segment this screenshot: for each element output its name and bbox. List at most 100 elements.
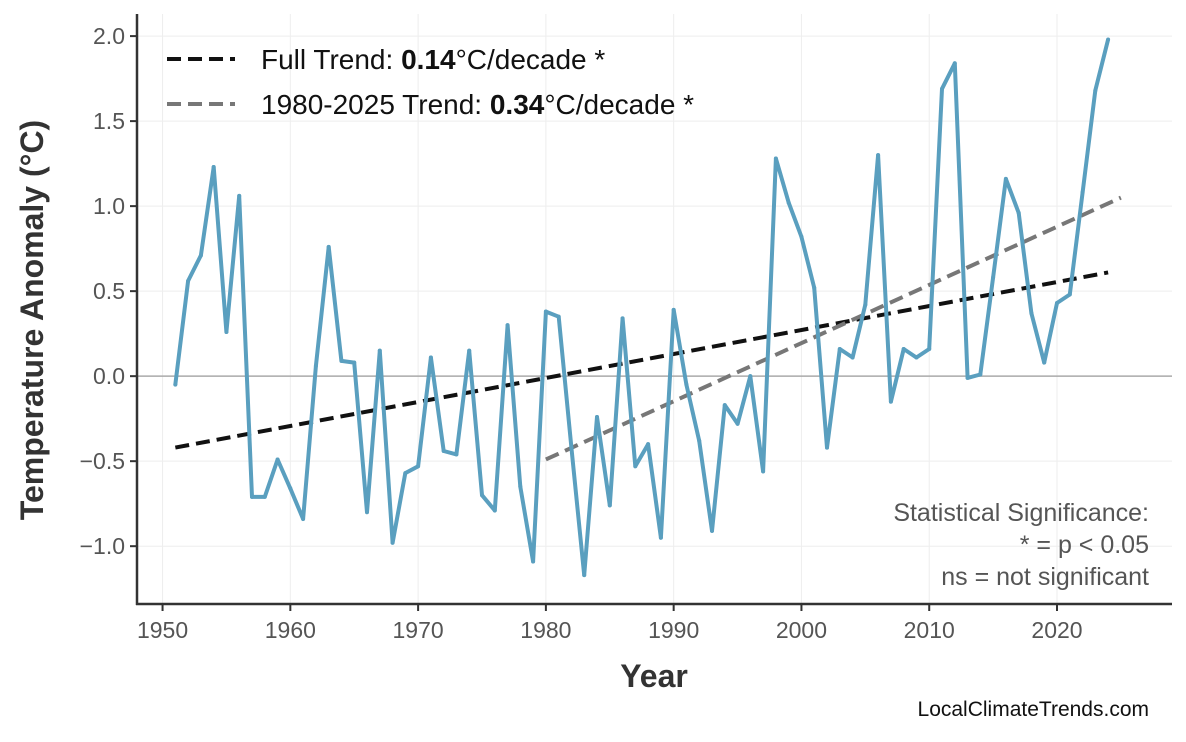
data-point	[518, 484, 523, 489]
data-point	[684, 382, 689, 387]
data-point	[697, 438, 702, 443]
data-point	[275, 457, 280, 462]
x-tick-label: 1980	[520, 617, 571, 643]
data-point	[773, 156, 778, 161]
data-point	[288, 486, 293, 491]
data-point	[173, 382, 178, 387]
recent-trend-line	[545, 195, 1122, 462]
y-tick-label: 1.5	[93, 108, 125, 134]
data-point	[352, 360, 357, 365]
y-tick-label: 0.5	[93, 278, 125, 304]
data-point	[1080, 190, 1085, 195]
data-point	[901, 346, 906, 351]
temperature-anomaly-series	[173, 39, 1111, 578]
data-point	[1055, 301, 1059, 306]
data-point	[837, 346, 842, 351]
data-point	[403, 471, 408, 476]
data-point	[582, 573, 587, 578]
x-axis-label: Year	[620, 658, 688, 694]
data-point	[492, 508, 497, 513]
data-point	[812, 285, 817, 290]
data-point	[888, 399, 893, 404]
data-point	[428, 355, 433, 360]
data-point	[1067, 292, 1072, 297]
significance-note-line: Statistical Significance:	[893, 499, 1149, 527]
y-axis-label: Temperature Anomaly (°C)	[14, 120, 50, 520]
data-point	[991, 275, 996, 280]
data-point	[313, 363, 318, 368]
data-point	[825, 445, 829, 450]
data-point	[1029, 311, 1034, 316]
y-tick-label: −0.5	[80, 448, 125, 474]
data-point	[799, 234, 804, 239]
data-point	[735, 421, 740, 426]
data-point	[927, 346, 932, 351]
data-point	[850, 355, 855, 360]
significance-note-line: * = p < 0.05	[1020, 531, 1149, 559]
full-trend-line	[174, 270, 1109, 450]
data-point	[710, 528, 714, 533]
data-point	[1106, 37, 1111, 42]
data-point	[633, 464, 638, 469]
data-point	[390, 540, 395, 545]
data-point	[1016, 210, 1021, 215]
significance-note-line: ns = not significant	[941, 563, 1149, 591]
data-point	[237, 193, 242, 198]
data-point	[940, 86, 944, 91]
data-point	[224, 329, 229, 334]
y-tick-label: 2.0	[93, 23, 125, 49]
data-point	[262, 494, 267, 499]
data-point	[914, 355, 919, 360]
data-point	[505, 323, 510, 328]
data-point	[301, 516, 306, 521]
data-point	[876, 153, 881, 158]
data-point	[198, 253, 203, 258]
x-tick-label: 1970	[393, 617, 444, 643]
data-point	[211, 165, 216, 170]
data-point	[326, 244, 331, 249]
data-point	[531, 559, 536, 564]
y-tick-label: −1.0	[80, 533, 125, 559]
data-point	[339, 358, 344, 363]
legend-recent-trend-label: 1980-2025 Trend: 0.34°C/decade *	[261, 89, 694, 120]
data-point	[620, 316, 625, 321]
data-point	[1003, 176, 1008, 181]
y-tick-label: 1.0	[93, 193, 125, 219]
data-point	[761, 469, 766, 474]
significance-note: Statistical Significance: * = p < 0.05 n…	[893, 499, 1149, 591]
data-point	[863, 302, 868, 307]
data-point	[748, 374, 753, 379]
x-tick-label: 2000	[776, 617, 827, 643]
data-point	[480, 493, 484, 498]
data-point	[658, 535, 663, 540]
legend: Full Trend: 0.14°C/decade * 1980-2025 Tr…	[167, 44, 694, 120]
data-point	[722, 403, 727, 408]
watermark: LocalClimateTrends.com	[918, 698, 1149, 721]
y-tick-label: 0.0	[93, 363, 125, 389]
data-point	[377, 348, 382, 353]
data-point	[543, 309, 548, 314]
data-point	[965, 375, 970, 380]
legend-full-trend-label: Full Trend: 0.14°C/decade *	[261, 44, 605, 75]
data-point	[978, 372, 983, 377]
x-tick-label: 2010	[904, 617, 955, 643]
data-point	[646, 442, 651, 447]
data-point	[952, 61, 957, 66]
data-point	[595, 414, 599, 419]
x-tick-label: 1950	[137, 617, 188, 643]
data-point	[454, 452, 459, 457]
data-point	[441, 448, 446, 453]
data-point	[250, 494, 254, 499]
data-point	[1093, 88, 1098, 93]
data-point	[556, 314, 561, 319]
data-point	[186, 278, 191, 283]
data-point	[671, 307, 676, 312]
data-point	[416, 464, 421, 469]
data-point	[1042, 360, 1047, 365]
data-point	[467, 348, 472, 353]
data-point	[365, 510, 369, 515]
data-point	[607, 503, 612, 508]
x-tick-label: 1960	[265, 617, 316, 643]
